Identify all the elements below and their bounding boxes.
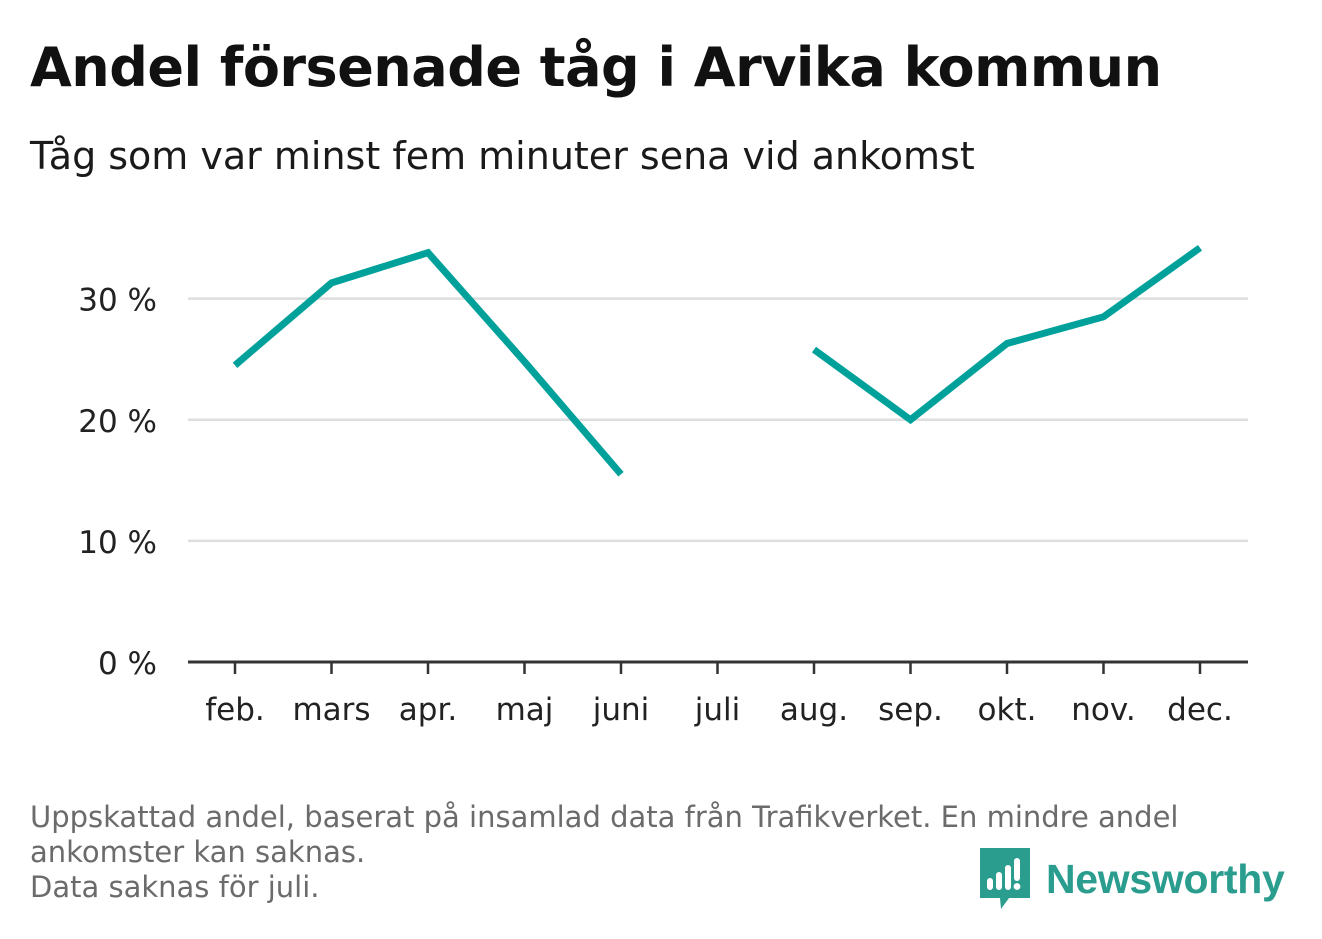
x-tick-label: juni [592,692,650,728]
x-tick-label: apr. [399,692,457,728]
x-tick-label: aug. [780,692,848,728]
series [232,244,1203,477]
y-axis-ticks: 0 % 10 % 20 % 30 % [78,283,157,682]
y-tick-label: 10 % [78,525,157,561]
x-tick-label: maj [496,692,554,728]
x-tick-label: dec. [1167,692,1233,728]
footnote: Uppskattad andel, baserat på insamlad da… [30,800,1280,905]
brand-name: Newsworthy [1046,855,1285,902]
y-tick-label: 20 % [78,404,157,440]
x-tick-label: sep. [878,692,943,728]
x-tick-label: nov. [1071,692,1135,728]
x-tick-label: okt. [978,692,1037,728]
series-line [811,244,1203,425]
footnote-line: Data saknas för juli. [30,870,320,904]
brand: Newsworthy [980,848,1285,910]
x-tick-label: juli [694,692,741,728]
y-tick-label: 0 % [98,646,157,682]
footnote-line: Uppskattad andel, baserat på insamlad da… [30,800,1179,834]
series-line [232,248,624,477]
chart-title: Andel försenade tåg i Arvika kommun [30,36,1162,99]
footnote-line: ankomster kan saknas. [30,835,366,869]
chart-subtitle: Tåg som var minst fem minuter sena vid a… [30,134,975,178]
newsworthy-logo-icon [980,848,1030,909]
x-tick-label: feb. [205,692,265,728]
y-tick-label: 30 % [78,283,157,319]
x-axis-ticks: feb. mars apr. maj juni juli aug. sep. okt. nov. d… [205,662,1233,728]
x-tick-label: mars [292,692,370,728]
gridlines [188,297,1248,543]
